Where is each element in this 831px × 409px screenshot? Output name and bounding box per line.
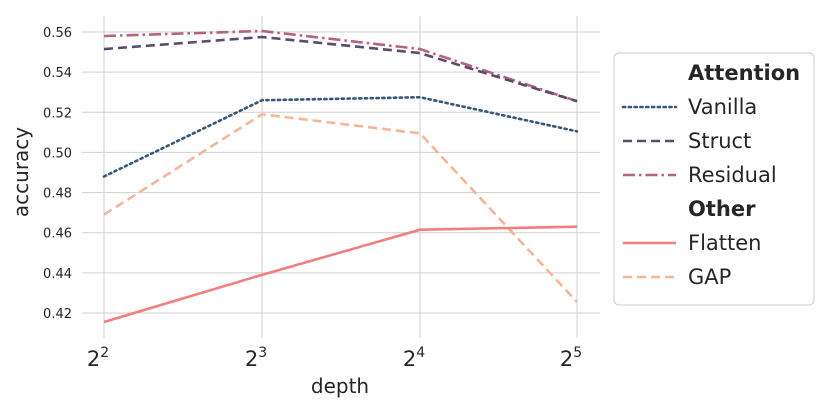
x-tick-base: 2	[403, 347, 416, 371]
x-tick-base: 2	[87, 347, 100, 371]
legend-label-gap: GAP	[688, 265, 731, 289]
legend: Attention Vanilla Struct Residual Other Flatt…	[613, 52, 815, 306]
legend-label-residual: Residual	[688, 163, 777, 187]
series-line-residual	[103, 29, 578, 103]
x-tick-label: 22	[87, 345, 109, 371]
y-tick-labels: 0.42 0.44 0.46 0.48 0.50 0.52 0.54 0.56	[43, 26, 72, 322]
x-tick-label: 24	[403, 345, 425, 371]
x-tick-exponent: 2	[100, 345, 109, 361]
series-lines	[102, 29, 579, 324]
x-tick-base: 2	[245, 347, 258, 371]
y-tick-label: 0.50	[43, 146, 72, 161]
series-line-flatten	[103, 225, 578, 324]
legend-group-title: Attention	[688, 61, 800, 85]
legend-group-title: Other	[688, 197, 756, 221]
y-tick-label: 0.46	[43, 227, 72, 242]
grid	[82, 16, 600, 338]
x-tick-label: 23	[245, 345, 267, 371]
series-line-vanilla	[102, 95, 579, 178]
y-tick-label: 0.56	[43, 26, 72, 41]
x-tick-labels: 22 23 24 25	[87, 345, 582, 371]
x-axis-label: depth	[311, 374, 369, 398]
y-tick-label: 0.52	[43, 106, 72, 121]
x-tick-exponent: 4	[416, 345, 425, 361]
y-tick-label: 0.42	[43, 307, 72, 322]
x-tick-exponent: 3	[258, 345, 267, 361]
x-tick-label: 25	[560, 345, 582, 371]
y-tick-label: 0.44	[43, 267, 72, 282]
y-tick-label: 0.48	[43, 187, 72, 202]
x-tick-base: 2	[560, 347, 573, 371]
legend-label-vanilla: Vanilla	[688, 95, 757, 119]
y-tick-label: 0.54	[43, 66, 72, 81]
y-axis-label: accuracy	[9, 127, 33, 217]
legend-label-struct: Struct	[688, 129, 751, 153]
series-line-struct	[103, 35, 578, 103]
legend-label-flatten: Flatten	[688, 231, 761, 255]
series-line-gap	[103, 112, 578, 303]
x-tick-exponent: 5	[573, 345, 582, 361]
